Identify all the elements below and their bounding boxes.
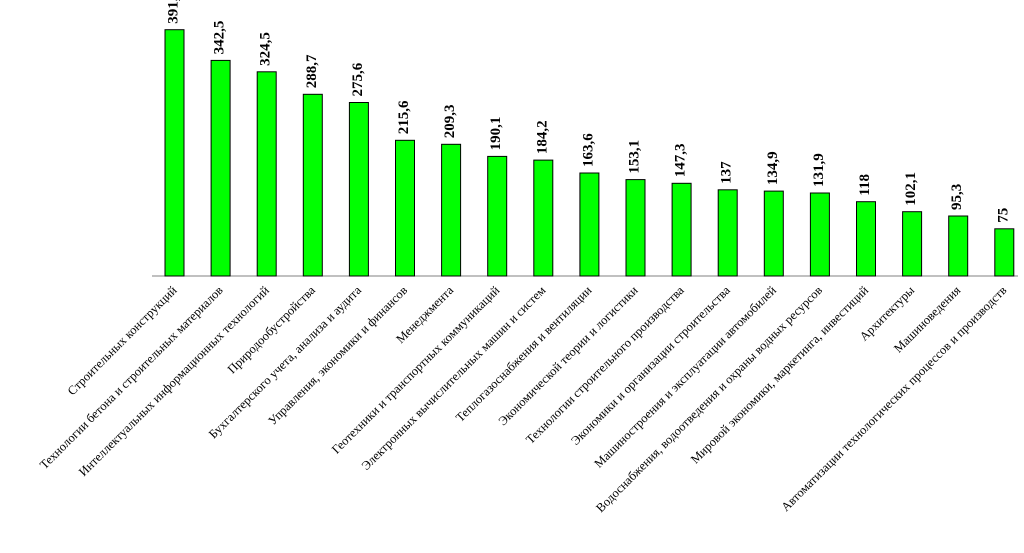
bars-group — [164, 29, 1015, 277]
bar-17 — [902, 211, 923, 277]
bar-14 — [763, 190, 784, 277]
bar-5 — [348, 102, 369, 277]
bar-6 — [395, 139, 415, 277]
value-label-10: 163,6 — [580, 133, 596, 167]
value-label-16: 118 — [857, 174, 873, 196]
value-label-14: 134,9 — [765, 151, 781, 185]
category-label-3: Интеллектуальных информационных технолог… — [76, 283, 272, 479]
bar-15 — [809, 192, 830, 277]
value-label-11: 153,1 — [627, 140, 643, 174]
value-label-4: 288,7 — [304, 54, 320, 88]
category-label-19: Автоматизации технологических процессов … — [779, 283, 1010, 514]
value-labels-group: 391,4 342,5 324,5 288,7 275,6 215,6 209,3 190,1… — [166, 0, 1012, 223]
value-label-9: 184,2 — [534, 120, 550, 154]
bar-13 — [717, 189, 738, 277]
bar-3 — [256, 71, 277, 277]
bar-4 — [302, 93, 323, 277]
value-label-2: 342,5 — [212, 21, 228, 55]
bar-16 — [856, 201, 876, 277]
value-label-12: 147,3 — [673, 144, 689, 178]
bar-11 — [625, 179, 646, 277]
category-label-15: Водоснабжения, водоотведения и охраны во… — [593, 283, 825, 515]
bar-9 — [533, 159, 554, 277]
value-label-19: 75 — [995, 208, 1011, 223]
value-label-3: 324,5 — [258, 32, 274, 66]
category-label-8: Геотехники и транспортных коммуникаций — [329, 283, 503, 457]
bar-1 — [164, 29, 185, 277]
value-label-5: 275,6 — [350, 62, 366, 96]
bar-2 — [210, 59, 231, 277]
bar-8 — [487, 155, 508, 277]
value-label-7: 209,3 — [442, 105, 458, 139]
category-label-4: Природообустройства — [225, 283, 318, 376]
value-label-8: 190,1 — [488, 117, 504, 151]
value-label-1: 391,4 — [166, 0, 182, 24]
bar-7 — [441, 143, 462, 277]
bar-10 — [579, 172, 600, 277]
value-label-13: 137 — [719, 161, 735, 184]
bar-18 — [948, 215, 969, 277]
category-label-2: Технологии бетона и строительных материа… — [37, 283, 226, 472]
value-label-6: 215,6 — [396, 100, 412, 134]
value-label-18: 95,3 — [949, 184, 965, 210]
value-label-15: 131,9 — [811, 153, 827, 187]
category-label-13: Экономики и организации строительства — [568, 283, 733, 448]
bar-12 — [671, 182, 692, 277]
value-label-17: 102,1 — [903, 172, 919, 206]
bar-19 — [994, 228, 1015, 277]
